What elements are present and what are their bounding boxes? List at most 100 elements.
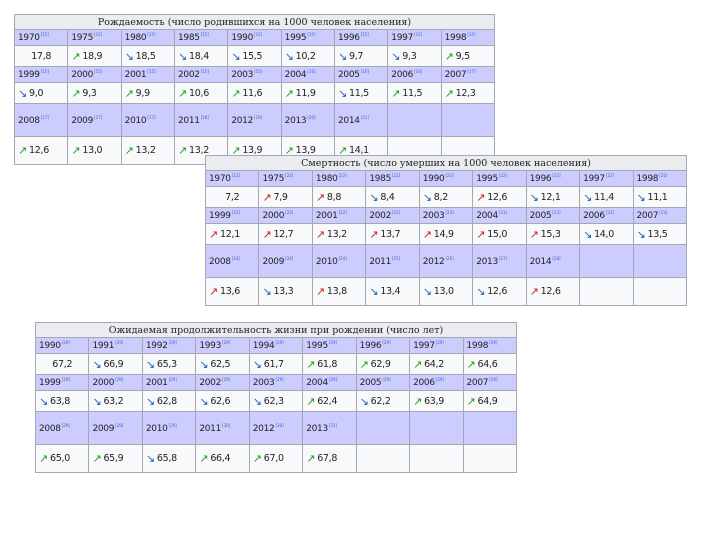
reference-link[interactable]: [31] [328,422,338,428]
reference-link[interactable]: [22] [285,210,294,215]
increase-arrow-icon: ↗ [209,285,218,298]
reference-link[interactable]: [15] [360,32,369,37]
reference-link[interactable]: [29] [168,377,177,382]
reference-link[interactable]: [16] [360,69,369,74]
decrease-arrow-icon: ↘ [583,227,592,241]
reference-link[interactable]: [19] [254,114,263,120]
year-row: 1999[29] 2000[29] 2001[29] 2002[29] 2003[29]… [34,374,517,391]
reference-link[interactable]: [30] [222,422,231,428]
value-text: 9,0 [29,87,44,99]
reference-link[interactable]: [29] [115,340,124,345]
reference-link[interactable]: [29] [61,422,70,428]
reference-link[interactable]: [29] [222,340,231,345]
reference-link[interactable]: [22] [659,173,668,178]
reference-link[interactable]: [15] [200,32,209,37]
reference-link[interactable]: [29] [222,377,231,382]
reference-link[interactable]: [28] [552,255,561,261]
value-cell: ↘ 63,8 [34,390,90,412]
value-cell: ↗ 67,8 [302,444,357,473]
reference-link[interactable]: [24] [231,255,240,261]
increase-arrow-icon: ↗ [262,227,272,241]
reference-link[interactable]: [23] [552,210,561,215]
reference-link[interactable]: [15] [200,69,209,74]
reference-link[interactable]: [22] [338,173,347,178]
reference-link[interactable]: [22] [445,173,454,178]
reference-link[interactable]: [29] [275,377,284,382]
reference-link[interactable]: [29] [168,340,177,345]
reference-link[interactable]: [22] [231,173,240,178]
value-cell: ↘ 63,2 [88,390,143,412]
reference-link[interactable]: [17] [94,114,103,120]
reference-link[interactable]: [21] [360,114,369,120]
value-cell: ↘ 8,4 [365,186,420,208]
reference-link[interactable]: [22] [392,210,401,215]
reference-link[interactable]: [29] [382,340,391,345]
reference-link[interactable]: [15] [147,69,156,74]
year-cell: 2014[28] [525,244,581,278]
reference-link[interactable]: [24] [338,255,347,261]
reference-link[interactable]: [20] [307,114,316,120]
reference-link[interactable]: [29] [61,377,70,382]
reference-link[interactable]: [23] [605,210,614,215]
reference-link[interactable]: [29] [382,377,391,382]
reference-link[interactable]: [29] [115,422,124,428]
reference-link[interactable]: [15] [467,32,476,37]
reference-link[interactable]: [29] [435,340,444,345]
reference-link[interactable]: [29] [328,377,338,382]
year-cell: 1998[29] [462,337,517,354]
increase-arrow-icon: ↗ [231,86,241,100]
reference-link[interactable]: [23] [659,210,668,215]
year-row: 1970[15] 1975[15] 1980[15] 1985[15] 1990[15]… [13,29,496,46]
reference-link[interactable]: [15] [414,32,423,37]
reference-link[interactable]: [26] [445,255,454,261]
reference-link[interactable]: [29] [115,377,124,382]
increase-arrow-icon: ↗ [422,227,432,241]
value-cell: ↘ 61,7 [248,353,304,375]
reference-link[interactable]: [30] [275,422,284,428]
reference-link[interactable]: [15] [94,69,103,74]
reference-link[interactable]: [29] [61,340,70,345]
reference-link[interactable]: [22] [605,173,614,178]
value-cell: ↘ 62,3 [248,390,304,412]
value-cell: ↗ 11,5 [387,82,442,104]
value-text: 15,5 [242,50,263,62]
reference-link[interactable]: [17] [467,69,476,74]
reference-link[interactable]: [15] [94,32,103,37]
reference-link[interactable]: [29] [489,340,498,345]
reference-link[interactable]: [29] [489,377,498,382]
reference-link[interactable]: [25] [392,255,401,261]
reference-link[interactable]: [15] [40,32,49,37]
value-cell: ↗ 64,9 [462,390,517,412]
reference-link[interactable]: [17] [147,114,156,120]
reference-link[interactable]: [15] [254,32,263,37]
reference-link[interactable]: [29] [168,422,177,428]
reference-link[interactable]: [15] [40,69,49,74]
reference-link[interactable]: [15] [254,69,263,74]
reference-link[interactable]: [22] [392,173,401,178]
reference-link[interactable]: [23] [445,210,454,215]
reference-link[interactable]: [24] [285,255,294,261]
reference-link[interactable]: [15] [307,32,316,37]
reference-link[interactable]: [22] [552,173,561,178]
value-text: 10,2 [295,50,316,62]
reference-link[interactable]: [17] [40,114,49,120]
reference-link[interactable]: [23] [498,210,508,215]
empty-cell [440,103,496,137]
increase-arrow-icon: ↗ [529,227,539,241]
reference-link[interactable]: [22] [231,210,240,215]
reference-link[interactable]: [18] [200,114,209,120]
reference-link[interactable]: [16] [307,69,316,74]
reference-link[interactable]: [22] [285,173,294,178]
reference-link[interactable]: [22] [338,210,347,215]
reference-link[interactable]: [15] [147,32,156,37]
reference-link[interactable]: [27] [498,255,508,261]
reference-link[interactable]: [29] [435,377,444,382]
reference-link[interactable]: [16] [414,69,423,74]
increase-arrow-icon: ↗ [262,190,272,204]
value-text: 13,3 [273,286,294,297]
decrease-arrow-icon: ↘ [422,190,432,204]
value-text: 64,9 [477,395,498,407]
reference-link[interactable]: [29] [275,340,284,345]
reference-link[interactable]: [22] [498,173,508,178]
reference-link[interactable]: [29] [328,340,338,345]
